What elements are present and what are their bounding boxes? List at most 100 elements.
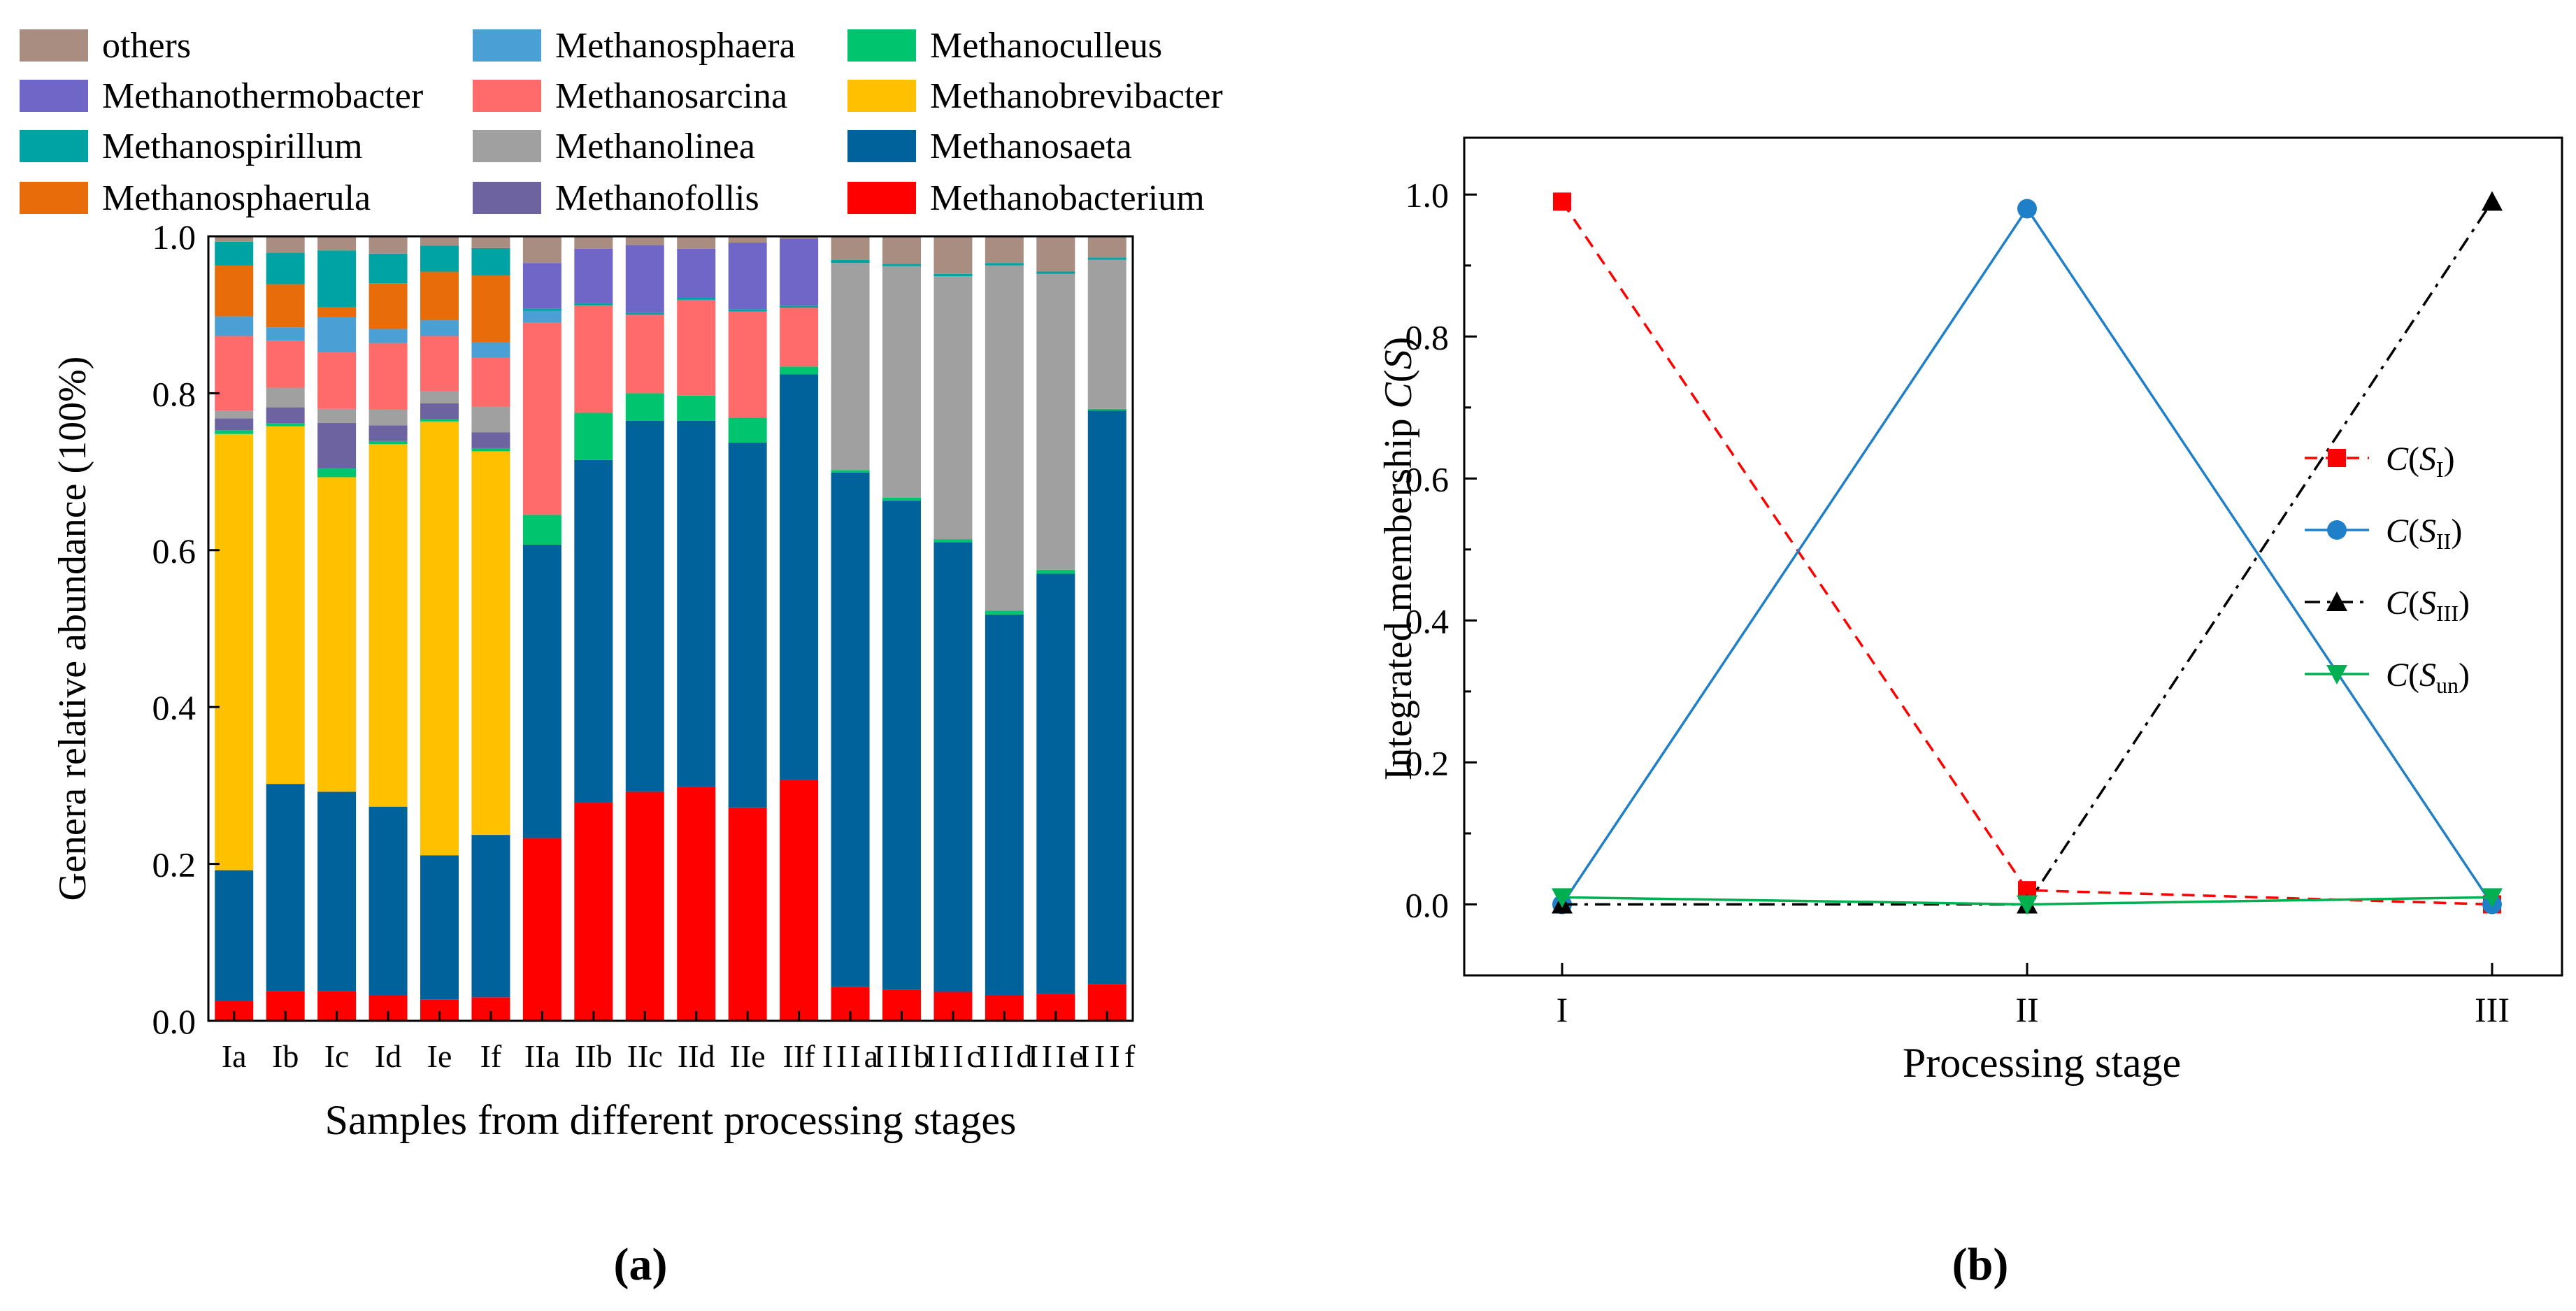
bar-segment-ia-others bbox=[215, 236, 254, 242]
panel-b-x-axis-title: Processing stage bbox=[1903, 1040, 2181, 1086]
panel-b-x-tick-label: I bbox=[1557, 990, 1568, 1029]
bar-segment-iiib-methanolinea bbox=[882, 266, 921, 498]
panel-a-x-tick-label: IIIe bbox=[1028, 1038, 1084, 1074]
bar-segment-iib-methanobacterium bbox=[574, 803, 613, 1021]
bar-segment-ia-methanobrevibacter bbox=[215, 434, 254, 871]
series-point-c-s-un bbox=[2017, 895, 2038, 915]
bar-segment-ib-methanosaeta bbox=[266, 784, 305, 991]
bar-segment-iif-methanoculleus bbox=[780, 366, 819, 375]
panel-a-x-tick-label: IIa bbox=[524, 1038, 560, 1074]
bar-segment-ia-methanoculleus bbox=[215, 430, 254, 434]
panel-a-x-tick-label: Ia bbox=[222, 1038, 247, 1074]
series-line-c-s-iii bbox=[1562, 201, 2493, 906]
bar-segment-iif-others bbox=[780, 236, 819, 239]
bar-segment-iib-methanoculleus bbox=[574, 413, 613, 460]
bar-segment-ic-methanosphaera bbox=[317, 317, 357, 353]
panel-b-y-tick-label: 1.0 bbox=[1405, 175, 1450, 215]
bar-segment-iiie-methanolinea bbox=[1036, 273, 1075, 570]
bar-segment-ia-methanospirillum bbox=[215, 241, 254, 266]
panel-a-x-tick-label: If bbox=[480, 1038, 502, 1074]
bar-segment-ie-methanobrevibacter bbox=[420, 421, 459, 856]
bar-segment-ic-methanospirillum bbox=[317, 250, 357, 307]
bar-segment-iiic-methanosaeta bbox=[933, 542, 973, 992]
bar-segment-iid-methanosaeta bbox=[677, 420, 716, 787]
legend-swatch-methanothermobacter bbox=[20, 80, 88, 112]
bar-segment-iif-methanothermobacter bbox=[780, 238, 819, 306]
panel-a-x-tick-label: IIe bbox=[730, 1038, 766, 1074]
legend-label-methanospirillum: Methanospirillum bbox=[102, 127, 363, 166]
bar-segment-iiia-methanospirillum bbox=[831, 259, 870, 264]
bar-segment-iie-methanobacterium bbox=[728, 807, 767, 1021]
series-line-c-s-i bbox=[1561, 201, 2493, 906]
bar-segment-iic-others bbox=[625, 236, 664, 245]
panel-b-plot-frame bbox=[1463, 136, 2563, 977]
bar-segment-iia-methanosphaera bbox=[522, 310, 561, 323]
panel-b-x-axis: I II III bbox=[1557, 963, 2510, 1029]
bar-segment-ie-methanoculleus bbox=[420, 419, 459, 422]
legend-swatch-methanosphaera bbox=[473, 29, 541, 62]
bar-segment-id-methanoculleus bbox=[368, 440, 408, 445]
bar-segment-ia-methanolinea bbox=[215, 410, 254, 419]
bar-segment-iiib-methanosaeta bbox=[882, 501, 921, 990]
bar-segment-ib-methanosarcina bbox=[266, 341, 305, 388]
bar-segment-id-methanofollis bbox=[368, 425, 408, 441]
bar-segment-iiic-methanoculleus bbox=[933, 539, 973, 543]
bar-segment-ia-methanosphaerula bbox=[215, 265, 254, 317]
panel-a-x-tick-label: IIIb bbox=[874, 1038, 930, 1074]
bar-segment-if-methanosarcina bbox=[471, 357, 510, 407]
bar-segment-iia-methanosaeta bbox=[522, 544, 561, 838]
panel-b-y-tick-label: 0.2 bbox=[1405, 743, 1450, 782]
bar-segment-if-methanoculleus bbox=[471, 447, 510, 452]
bar-segment-iiie-methanoculleus bbox=[1036, 569, 1075, 574]
panel-b-x-tick-label: III bbox=[2475, 990, 2510, 1029]
bar-segment-iib-methanosarcina bbox=[574, 305, 613, 413]
bar-segment-iic-methanothermobacter bbox=[625, 245, 664, 313]
bar-segment-ie-methanolinea bbox=[420, 391, 459, 403]
legend-label-c-s-un: C(Sun) bbox=[2386, 657, 2470, 698]
bar-segment-if-methanolinea bbox=[471, 406, 510, 433]
bar-segment-ic-methanolinea bbox=[317, 408, 357, 424]
bar-segment-ie-methanosaeta bbox=[420, 855, 459, 1000]
legend-swatch-methanolinea bbox=[473, 130, 541, 162]
bar-segment-iiic-others bbox=[933, 236, 973, 274]
legend-swatch-methanobacterium bbox=[847, 182, 916, 214]
panel-a-label: (a) bbox=[614, 1239, 668, 1290]
bar-segment-iiid-methanolinea bbox=[985, 265, 1024, 611]
legend-label-methanoculleus: Methanoculleus bbox=[930, 26, 1162, 66]
bar-segment-iiie-methanosaeta bbox=[1036, 573, 1075, 994]
panel-a-x-tick-label: Ib bbox=[272, 1038, 299, 1074]
panel-b-y-tick-label: 0.6 bbox=[1405, 459, 1450, 499]
panel-a-x-tick-label: IIId bbox=[976, 1038, 1032, 1074]
bar-segment-ia-methanosphaera bbox=[215, 316, 254, 336]
panel-b-y-axis-title: Integrated membership C(S) bbox=[1377, 337, 1420, 780]
bar-segment-ie-methanosphaerula bbox=[420, 271, 459, 321]
bar-segment-iid-methanosarcina bbox=[677, 299, 716, 396]
bar-segment-if-others bbox=[471, 236, 510, 248]
bar-segment-iiif-methanospirillum bbox=[1087, 257, 1126, 260]
bar-segment-iiif-methanoculleus bbox=[1087, 408, 1126, 411]
bar-segment-iiib-others bbox=[882, 236, 921, 264]
panel-a-legend: others Methanothermobacter Methanospirillu… bbox=[20, 26, 1223, 218]
bar-segment-iiia-methanosaeta bbox=[831, 472, 870, 987]
bar-segment-id-methanobrevibacter bbox=[368, 444, 408, 807]
bar-segment-iia-methanoculleus bbox=[522, 515, 561, 545]
bar-segment-ia-methanofollis bbox=[215, 418, 254, 431]
legend-swatch-methanoculleus bbox=[847, 29, 916, 62]
legend-label-methanothermobacter: Methanothermobacter bbox=[102, 76, 423, 116]
panel-a-x-axis-title: Samples from different processing stages bbox=[325, 1097, 1017, 1143]
bar-segment-iif-methanobacterium bbox=[780, 780, 819, 1021]
series-line-c-s-ii bbox=[1561, 206, 2493, 905]
legend-swatch-methanosaeta bbox=[847, 130, 916, 162]
bar-segment-iiid-methanospirillum bbox=[985, 263, 1024, 266]
bar-segment-iic-methanosaeta bbox=[625, 420, 664, 792]
panel-a-x-tick-label: IIIc bbox=[925, 1038, 981, 1074]
bar-segment-iiif-others bbox=[1087, 236, 1126, 258]
panel-a-y-tick-label: 0.0 bbox=[152, 1002, 196, 1041]
panel-b-y-tick-label: 0.0 bbox=[1405, 885, 1450, 924]
panel-b-legend: C(SI) C(SII) C(SIII) C(Sun) bbox=[2305, 440, 2470, 698]
legend-label-methanobrevibacter: Methanobrevibacter bbox=[930, 76, 1223, 116]
bar-segment-ie-methanosphaera bbox=[420, 320, 459, 336]
panel-a-y-tick-label: 0.6 bbox=[152, 531, 196, 571]
bar-segment-iia-methanosarcina bbox=[522, 322, 561, 515]
